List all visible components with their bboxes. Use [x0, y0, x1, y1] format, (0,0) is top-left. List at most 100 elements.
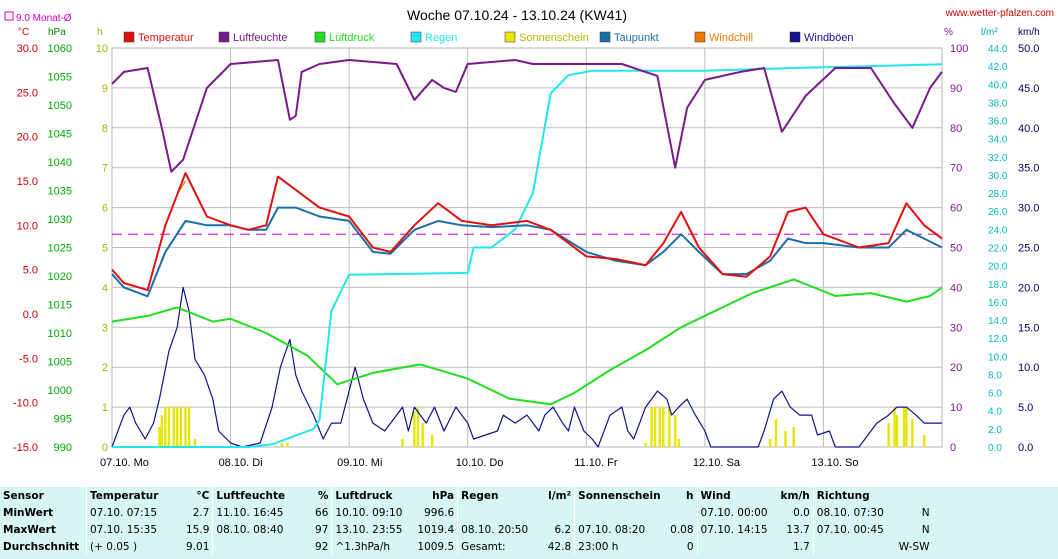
tick-label-wind: 15.0	[1018, 322, 1039, 334]
sun-time: 07.10. 08:20	[574, 521, 668, 538]
sun-value: 0.08	[670, 523, 694, 536]
tick-label-wind: 10.0	[1018, 362, 1039, 374]
header-wind-unit: km/h	[780, 489, 810, 502]
tick-label-temp: 15.0	[17, 176, 38, 188]
stats-table: Sensor Temperatur °C Luftfeuchte % Luftd…	[0, 487, 933, 555]
press-value: 1009.5	[417, 540, 455, 553]
row-label: Durchschnitt	[3, 540, 80, 553]
tick-label-sun: 9	[102, 83, 108, 95]
tick-label-wind: 20.0	[1018, 282, 1039, 294]
tick-label-day: 13.10. So	[811, 457, 858, 469]
rain-time: Gesamt:	[457, 538, 543, 555]
tick-label-rain: 42.0	[988, 62, 1008, 73]
sun-bar	[792, 427, 795, 447]
legend-swatch	[504, 31, 516, 43]
sun-bar	[172, 407, 175, 447]
tick-label-pressure: 1000	[48, 385, 72, 397]
legend-label: Sonnenschein	[519, 32, 589, 44]
legend-label: Temperatur	[138, 32, 194, 44]
header-hum-unit: %	[317, 489, 329, 502]
header-rain: Regen	[457, 487, 543, 504]
legend-swatch	[314, 31, 326, 43]
stats-panel: Sensor Temperatur °C Luftfeuchte % Luftd…	[0, 487, 1058, 559]
tick-label-rain: 2.0	[988, 425, 1002, 436]
sun-bar	[905, 407, 908, 447]
sun-bar	[187, 407, 191, 447]
sun-bar	[653, 407, 657, 447]
sun-bar	[677, 439, 680, 447]
legend-swatch	[123, 31, 135, 43]
tick-label-humidity: 50	[950, 243, 962, 255]
tick-label-rain: 38.0	[988, 98, 1008, 109]
sun-bar	[160, 415, 163, 447]
sun-time	[574, 504, 668, 521]
sun-bar	[644, 443, 647, 447]
tick-label-temp: -10.0	[13, 398, 38, 410]
header-wind: Wind	[696, 487, 778, 504]
sun-bar	[662, 407, 665, 447]
tick-label-humidity: 70	[950, 163, 962, 175]
legend-swatch	[410, 31, 422, 43]
tick-label-rain: 12.0	[988, 334, 1008, 345]
tick-label-humidity: 20	[950, 362, 962, 374]
sun-bar	[674, 415, 677, 447]
temp-time: 07.10. 07:15	[86, 504, 183, 521]
sun-bar	[167, 407, 171, 447]
wind-value: 13.7	[786, 523, 810, 536]
sun-bar	[902, 407, 906, 447]
sun-time: 23:00 h	[574, 538, 668, 555]
legend-label: Regen	[425, 32, 457, 44]
series-line-temperatur	[111, 172, 943, 292]
sun-value	[667, 504, 697, 521]
tick-label-wind: 5.0	[1018, 402, 1033, 414]
tick-label-humidity: 80	[950, 123, 962, 135]
tick-label-humidity: 90	[950, 83, 962, 95]
tick-label-rain: 24.0	[988, 225, 1008, 236]
tick-label-rain: 8.0	[988, 370, 1002, 381]
tick-label-sun: 6	[102, 203, 108, 215]
tick-label-temp: 25.0	[17, 87, 38, 99]
sun-bar	[421, 423, 424, 447]
press-time: 13.10. 23:55	[331, 521, 415, 538]
series-line-windben	[111, 286, 942, 448]
temp-time: 07.10. 15:35	[86, 521, 183, 538]
sun-bar	[430, 435, 434, 447]
stats-header-row: Sensor Temperatur °C Luftfeuchte % Luftd…	[0, 487, 933, 504]
hum-value: 66	[315, 506, 329, 519]
sun-bar	[887, 423, 890, 447]
site-link[interactable]: www.wetter-pfalzen.com	[945, 8, 1054, 19]
tick-label-rain: 10.0	[988, 352, 1008, 363]
sun-bar	[768, 439, 772, 447]
legend-swatch	[789, 31, 801, 43]
plot-area	[111, 59, 943, 448]
weather-chart: Woche 07.10.24 - 13.10.24 (KW41) www.wet…	[4, 7, 1054, 469]
dir-time: 07.10. 00:45	[812, 521, 896, 538]
sun-bar	[650, 407, 653, 447]
tick-label-pressure: 1060	[48, 43, 72, 55]
tick-label-pressure: 1040	[48, 157, 72, 169]
press-time: ^1.3hPa/h	[331, 538, 415, 555]
sun-bar	[158, 427, 161, 447]
tick-label-pressure: 1030	[48, 214, 72, 226]
sun-bar	[286, 443, 289, 447]
tick-label-pressure: 1005	[48, 357, 72, 369]
legend-swatch	[694, 31, 706, 43]
tick-label-temp: 0.0	[23, 309, 38, 321]
sun-bar	[280, 443, 283, 447]
tick-label-sun: 5	[102, 243, 108, 255]
tick-label-day: 07.10. Mo	[100, 457, 149, 469]
tick-label-rain: 16.0	[988, 298, 1008, 309]
rain-time: 08.10. 20:50	[457, 521, 543, 538]
wind-value: 0.0	[793, 506, 810, 519]
tick-label-rain: 40.0	[988, 80, 1008, 91]
tick-label-humidity: 60	[950, 203, 962, 215]
rain-value	[542, 504, 575, 521]
tick-label-humidity: 10	[950, 402, 962, 414]
tick-label-sun: 10	[96, 43, 108, 55]
tick-label-wind: 45.0	[1018, 83, 1039, 95]
row-label: MaxWert	[3, 523, 56, 536]
tick-label-pressure: 1045	[48, 129, 72, 141]
unit-temp: °C	[18, 27, 29, 38]
rain-value: 42.8	[547, 540, 572, 553]
wind-value: 1.7	[793, 540, 810, 553]
